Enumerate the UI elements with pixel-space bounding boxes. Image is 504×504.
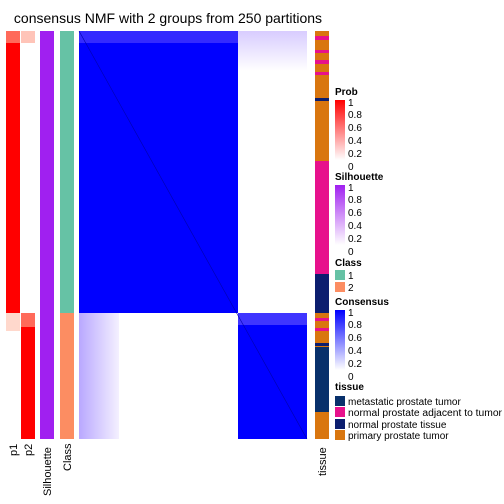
p1-group1-top-fade [6, 31, 20, 43]
class-annotation-column [60, 31, 74, 439]
legend-tissue-swatch-primary [335, 430, 345, 440]
legend-consensus-colorbar [335, 310, 345, 370]
p1-group2-top-fade [6, 313, 20, 331]
legend-silhouette-tick: 0 [348, 247, 354, 258]
legend-prob-tick: 0.4 [348, 136, 362, 147]
p1-annotation-column [6, 31, 20, 439]
legend-class-label-2: 2 [348, 283, 354, 294]
consensus-block-group1-top-fade [79, 31, 238, 43]
consensus-block-group2-top-fade [238, 313, 307, 325]
legend-tissue-label-primary: primary prostate tumor [348, 431, 449, 442]
legend-tissue-label-adjacent: normal prostate adjacent to tumor [348, 408, 503, 419]
tissue-stripe [315, 36, 329, 40]
tissue-stripe [315, 328, 329, 331]
class-1-block [60, 31, 74, 313]
legend-consensus-tick: 0.8 [348, 320, 362, 331]
consensus-diagonal [78, 30, 308, 440]
legend-prob-title: Prob [335, 87, 358, 98]
consensus-offdiag-upper [238, 31, 307, 71]
legend-class-label-1: 1 [348, 271, 354, 282]
legend-consensus-tick: 0.6 [348, 333, 362, 344]
legend-class-swatch-2 [335, 282, 345, 292]
legend-tissue-label-metastatic: metastatic prostate tumor [348, 397, 461, 408]
legend-consensus-tick: 0.2 [348, 359, 362, 370]
tissue-stripe [315, 343, 329, 346]
legend-silhouette-tick: 0.4 [348, 221, 362, 232]
column-label-silhouette: Silhouette [42, 447, 54, 496]
legend-tissue: tissue metastatic prostate tumor normal … [335, 382, 503, 442]
silhouette-annotation-column [40, 31, 54, 439]
consensus-offdiag-lower [79, 313, 119, 439]
p2-group2-top-fade [21, 313, 35, 327]
tissue-band-metastatic-2 [315, 347, 329, 412]
legend-silhouette: Silhouette 1 0.8 0.6 0.4 0.2 0 [335, 172, 384, 258]
legend-silhouette-title: Silhouette [335, 172, 384, 183]
column-label-p1: p1 [8, 444, 20, 456]
p2-annotation-column [21, 31, 35, 439]
tissue-band-adjacent [315, 161, 329, 274]
p1-group1-block [6, 31, 20, 313]
legend-tissue-title: tissue [335, 382, 364, 393]
legend-consensus: Consensus 1 0.8 0.6 0.4 0.2 0 [335, 297, 389, 383]
legend-tissue-swatch-normal [335, 419, 345, 429]
consensus-matrix [78, 30, 308, 440]
column-label-tissue: tissue [317, 447, 329, 476]
tissue-stripe [315, 98, 329, 101]
tissue-stripe [315, 318, 329, 321]
legend-tissue-label-normal: normal prostate tissue [348, 420, 447, 431]
legend-consensus-tick: 1 [348, 308, 354, 319]
column-label-p2: p2 [23, 444, 35, 456]
p2-group1-block [21, 31, 35, 313]
legend-tissue-swatch-metastatic [335, 396, 345, 406]
legend-prob-colorbar [335, 100, 345, 160]
class-2-block [60, 313, 74, 439]
tissue-band-top [315, 31, 329, 101]
legend-silhouette-tick: 1 [348, 183, 354, 194]
tissue-band-primary-2 [315, 412, 329, 439]
column-label-class: Class [62, 443, 74, 471]
legend-silhouette-colorbar [335, 185, 345, 245]
legend-consensus-tick: 0 [348, 372, 354, 383]
legend-consensus-tick: 0.4 [348, 346, 362, 357]
legend-class-swatch-1 [335, 270, 345, 280]
legend-prob-tick: 0.8 [348, 110, 362, 121]
legend-prob-tick: 0 [348, 162, 354, 173]
p1-group2-block [6, 313, 20, 439]
tissue-stripe [315, 72, 329, 75]
tissue-stripe [315, 60, 329, 64]
legend-prob-tick: 0.2 [348, 149, 362, 160]
legend-prob-tick: 1 [348, 98, 354, 109]
tissue-annotation-column [315, 31, 329, 439]
p2-group1-top-fade [21, 31, 35, 43]
legend-consensus-title: Consensus [335, 297, 389, 308]
tissue-stripe [315, 50, 329, 53]
legend-silhouette-tick: 0.2 [348, 234, 362, 245]
legend-class-title: Class [335, 258, 362, 269]
legend-prob-tick: 0.6 [348, 123, 362, 134]
legend-tissue-swatch-adjacent [335, 407, 345, 417]
p2-group2-block [21, 313, 35, 439]
legend-silhouette-tick: 0.6 [348, 208, 362, 219]
tissue-band-primary [315, 101, 329, 161]
legend-class: Class 1 2 [335, 258, 362, 294]
legend-prob: Prob 1 0.8 0.6 0.4 0.2 0 [335, 87, 362, 173]
tissue-band-metastatic [315, 274, 329, 313]
legend-silhouette-tick: 0.8 [348, 195, 362, 206]
chart-title: consensus NMF with 2 groups from 250 par… [14, 10, 322, 26]
